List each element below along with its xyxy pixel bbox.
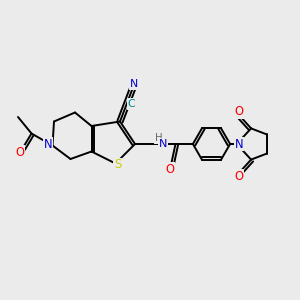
Text: S: S	[114, 158, 121, 172]
Text: O: O	[235, 170, 244, 183]
Text: H: H	[155, 133, 163, 143]
Text: N: N	[44, 137, 52, 151]
Text: N: N	[130, 79, 138, 89]
Text: O: O	[165, 163, 174, 176]
Text: O: O	[235, 105, 244, 118]
Text: N: N	[159, 139, 167, 149]
Text: N: N	[235, 137, 243, 151]
Text: C: C	[127, 99, 135, 109]
Text: O: O	[15, 146, 24, 159]
